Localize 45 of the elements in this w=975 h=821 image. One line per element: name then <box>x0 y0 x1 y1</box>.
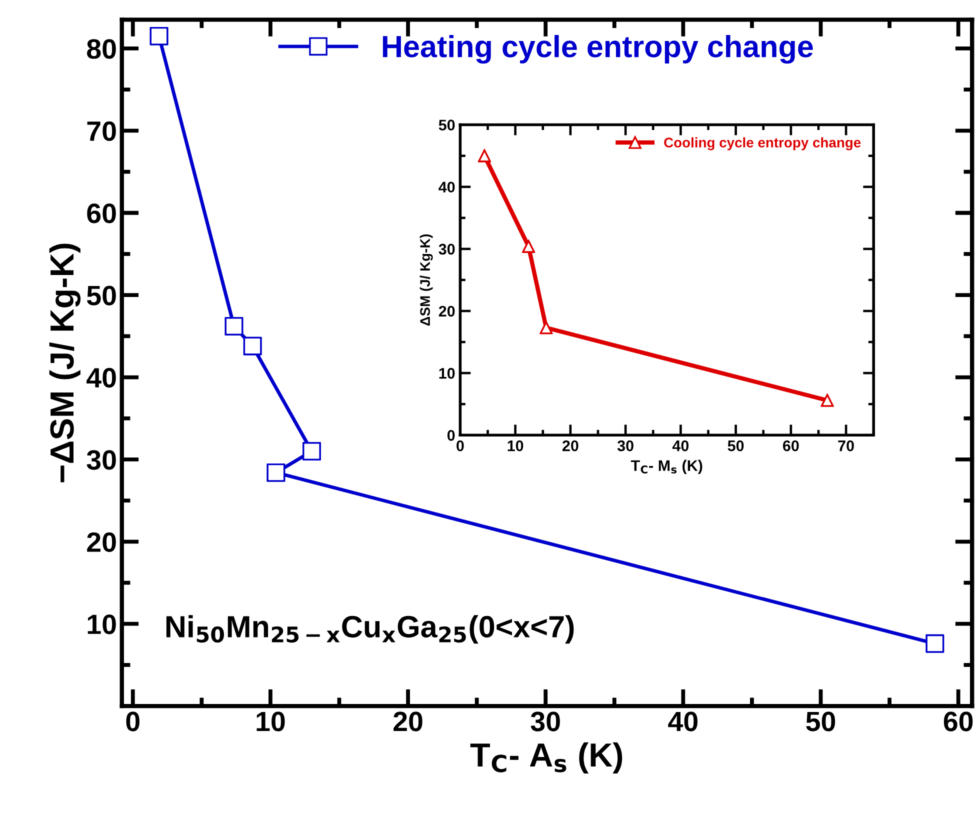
point <box>266 463 286 482</box>
x-tick-label: 40 <box>672 440 689 452</box>
x-tick-label: 0 <box>126 712 140 732</box>
y-tick-label: 10 <box>439 368 455 379</box>
x-tick-label: 30 <box>617 440 634 452</box>
legend-label: Heating cycle entropy change <box>382 34 813 64</box>
y-tick-label: 20 <box>87 532 116 552</box>
point <box>522 240 535 253</box>
x-tick-label: 10 <box>256 712 285 732</box>
y-axis-title: −ΔSM (J/ Kg-K) <box>49 244 81 482</box>
point <box>243 336 262 356</box>
x-tick-label: 30 <box>530 712 560 732</box>
x-tick-label: 0 <box>456 440 464 452</box>
y-tick-label: 70 <box>87 121 116 142</box>
point <box>478 149 491 162</box>
x-axis-title: T$_{C}$- M$_{s}$ (K) <box>630 460 702 474</box>
y-tick-label: 10 <box>88 614 116 634</box>
point <box>150 26 168 46</box>
legend-label: Cooling cycle entropy change <box>664 137 861 150</box>
x-tick-label: 20 <box>394 712 422 732</box>
y-tick-label: 40 <box>86 368 116 388</box>
point <box>540 321 553 334</box>
point <box>302 442 321 460</box>
y-tick-label: 0 <box>447 430 455 441</box>
point <box>820 394 834 407</box>
point <box>224 317 244 336</box>
y-tick-label: 60 <box>87 204 116 224</box>
x-tick-label: 20 <box>562 440 578 452</box>
x-axis-title: T$_{C}$- A$_{s}$ (K) <box>470 742 622 774</box>
y-tick-label: 50 <box>438 120 455 130</box>
x-tick-label: 50 <box>728 440 744 452</box>
x-tick-label: 70 <box>838 440 854 452</box>
y-tick-label: 30 <box>438 244 455 255</box>
y-tick-label: 40 <box>438 182 455 193</box>
text: Ni$_{50}$Mn$_{25−x}$Cu$_{x}$Ga$_{25}$(0<x<7) <box>166 615 574 644</box>
x-tick-label: 60 <box>944 712 973 732</box>
y-tick-label: 80 <box>87 39 116 59</box>
y-tick-label: 50 <box>86 286 116 306</box>
x-tick-label: 40 <box>668 712 698 732</box>
y-tick-label: 20 <box>438 306 455 317</box>
y-axis-title: ΔSM (J/ Kg-K) <box>420 234 433 326</box>
point <box>926 634 944 653</box>
x-tick-label: 60 <box>782 440 799 452</box>
x-tick-label: 10 <box>508 440 524 452</box>
x-tick-label: 50 <box>806 712 836 732</box>
